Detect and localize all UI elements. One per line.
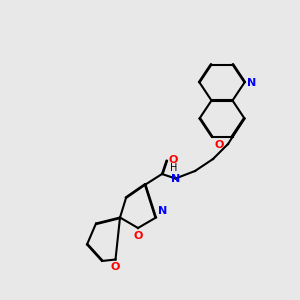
Text: N: N bbox=[247, 77, 256, 88]
Text: H: H bbox=[170, 163, 178, 173]
Text: O: O bbox=[111, 262, 120, 272]
Text: O: O bbox=[169, 155, 178, 165]
Text: O: O bbox=[133, 231, 143, 241]
Text: N: N bbox=[171, 173, 180, 184]
Text: O: O bbox=[215, 140, 224, 150]
Text: N: N bbox=[158, 206, 168, 216]
